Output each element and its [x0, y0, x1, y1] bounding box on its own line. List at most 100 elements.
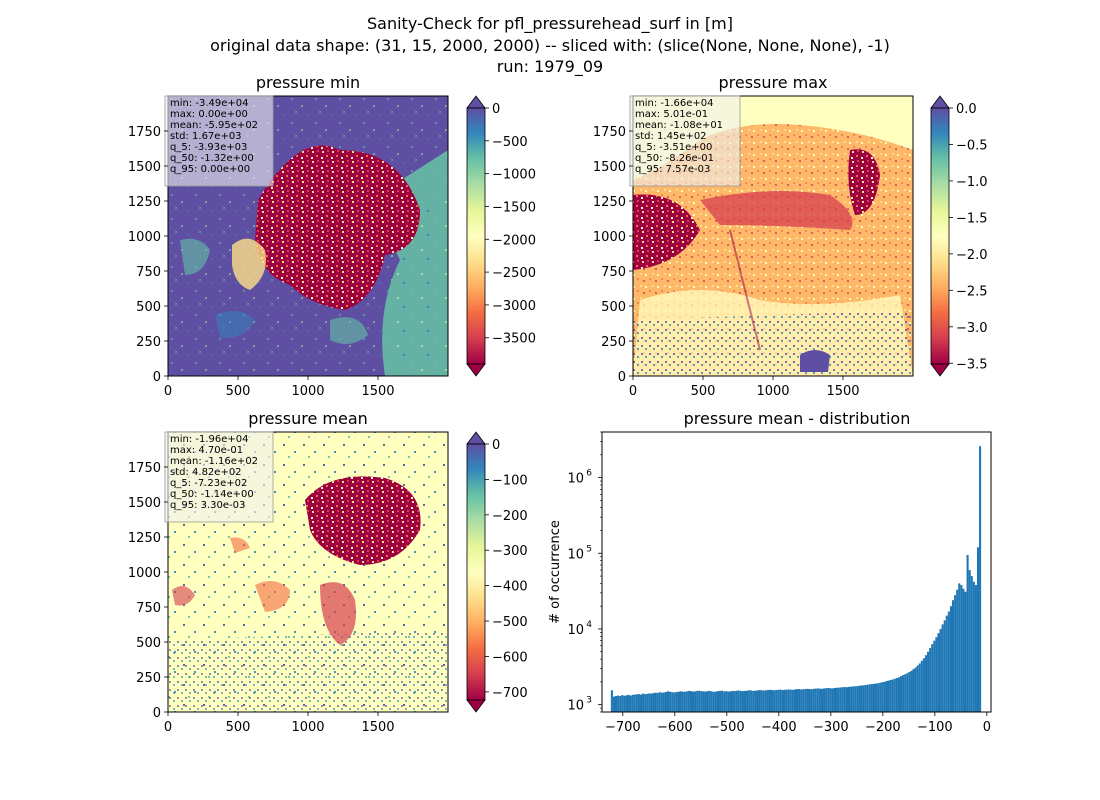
histogram-bar [866, 684, 869, 712]
x-tick-label: 0 [164, 720, 172, 735]
colorbar-tick-label: 0 [492, 438, 500, 453]
histogram-bar [812, 688, 815, 712]
histogram-bar [689, 691, 692, 712]
histogram-bar [802, 689, 805, 712]
histogram-bar [962, 588, 965, 712]
histogram-bar [631, 694, 634, 712]
histogram-bars [610, 446, 982, 712]
panel-title: pressure max [718, 73, 827, 92]
x-tick-label: 1500 [826, 384, 859, 399]
colorbar-tick-label: 0.0 [956, 102, 977, 117]
stat-line: min: -1.96e+04 [170, 434, 249, 445]
y-tick-label: 1000 [593, 230, 626, 245]
histogram-bar [773, 690, 776, 712]
histogram-bar [777, 689, 780, 712]
histogram-bar [887, 680, 890, 712]
colorbar-tick-label: −1500 [492, 200, 536, 215]
x-tick-label: −600 [657, 720, 693, 735]
histogram-bar [712, 691, 715, 712]
axis-ticks: 0 500 1000 1500025050075010001250150017500−… [128, 102, 991, 735]
figure-suptitle-line-2: original data shape: (31, 15, 2000, 2000… [210, 36, 890, 55]
colorbar-tick-label: −700 [492, 686, 528, 701]
histogram-bar [841, 687, 844, 712]
histogram-bar [789, 689, 792, 712]
stat-line: mean: -1.08e+01 [635, 120, 723, 131]
histogram-bar [702, 691, 705, 712]
histogram-bar [816, 688, 819, 712]
histogram-bar [798, 689, 801, 712]
histogram-bar [691, 691, 695, 712]
histogram-bar [810, 689, 813, 712]
colorbar-tick-label: −3500 [492, 332, 536, 347]
histogram-bar [771, 690, 774, 712]
histogram-bar [650, 693, 653, 712]
histogram-bar [733, 691, 736, 712]
histogram-bar [968, 570, 971, 712]
x-tick-label: 1500 [361, 720, 394, 735]
x-tick-label: −500 [709, 720, 745, 735]
histogram-bar [685, 691, 688, 712]
colorbar-tick-label: −0.5 [956, 138, 988, 153]
x-tick-label: −400 [761, 720, 797, 735]
histogram-bar [768, 689, 772, 712]
histogram-bar [646, 693, 649, 712]
y-tick-label: 10 [567, 472, 584, 487]
histogram-bar [696, 690, 699, 712]
histogram-bar [976, 547, 980, 712]
histogram-bar [864, 684, 867, 712]
histogram-bar [918, 663, 921, 712]
histogram-bar [847, 686, 851, 712]
histogram-bar [714, 691, 717, 712]
histogram-bar [916, 665, 919, 712]
histogram-bar [877, 683, 880, 712]
histogram-bar [723, 691, 726, 712]
histogram-bar [920, 660, 923, 712]
panel-title: pressure mean - distribution [684, 409, 911, 428]
x-tick-label: −100 [917, 720, 953, 735]
histogram-bar [787, 689, 790, 712]
stats-box: min: -3.49e+04 max: 0.00e+00 mean: -5.95… [164, 95, 274, 187]
histogram-bar [872, 683, 876, 712]
x-tick-label: 1500 [361, 384, 394, 399]
histogram-bar [754, 690, 757, 712]
y-tick-exponent: 3 [586, 696, 592, 706]
colorbar-tick-label: −3.0 [956, 321, 988, 336]
heatmap-image [168, 432, 448, 712]
histogram-bar [687, 690, 690, 712]
histogram-bar [883, 681, 886, 712]
histogram-bar [835, 687, 838, 712]
stat-line: min: -1.66e+04 [635, 98, 714, 109]
colorbar-tick-label: −600 [492, 650, 528, 665]
y-tick-label: 500 [136, 300, 161, 315]
histogram-bar [621, 695, 624, 712]
y-tick-label: 1250 [593, 195, 626, 210]
panel-title: pressure min [256, 73, 360, 92]
histogram-bar [677, 691, 680, 712]
stat-line: q_5: -3.51e+00 [635, 142, 712, 153]
y-tick-label: 1500 [128, 496, 161, 511]
histogram-bar [662, 692, 665, 712]
histogram-bar [781, 690, 784, 712]
histogram-bar [635, 694, 638, 712]
stat-line: min: -3.49e+04 [170, 98, 249, 109]
stat-line: q_50: -1.32e+00 [170, 153, 254, 164]
histogram-bar [837, 687, 840, 712]
histogram-bar [648, 693, 651, 712]
y-tick-label: 750 [136, 265, 161, 280]
y-tick-label: 500 [601, 300, 626, 315]
y-tick-label: 10 [567, 547, 584, 562]
histogram-bar [906, 673, 909, 712]
histogram-bar [856, 686, 859, 712]
histogram-bar [904, 674, 907, 712]
histogram-bar [679, 691, 682, 712]
y-tick-label: 750 [601, 265, 626, 280]
histogram-bar [660, 692, 663, 712]
colorbar-tick-label: −2000 [492, 233, 536, 248]
histogram-bar [875, 683, 878, 712]
histogram-bar [785, 689, 788, 712]
histogram-bar [700, 691, 703, 712]
stat-line: mean: -1.16e+02 [170, 456, 258, 467]
colorbar-tick-label: −500 [492, 615, 528, 630]
histogram-bar [823, 688, 826, 712]
histogram-bar [766, 690, 769, 712]
